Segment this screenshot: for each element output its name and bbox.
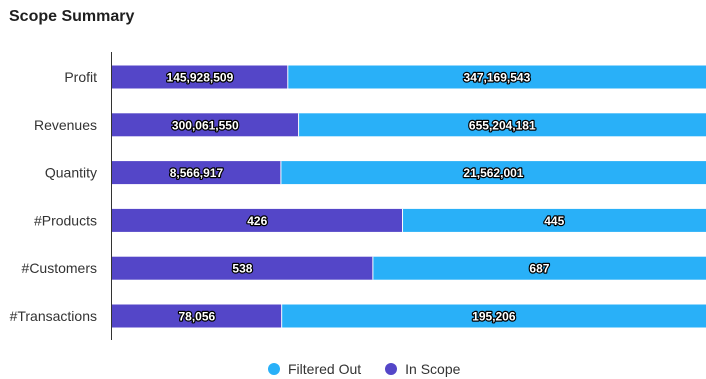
data-label: 426 bbox=[247, 214, 267, 228]
bar-filtered-out[interactable] bbox=[287, 65, 706, 89]
bar-in-scope[interactable] bbox=[112, 208, 403, 232]
legend-item-in-scope[interactable]: In Scope bbox=[385, 361, 460, 377]
bar-filtered-out[interactable] bbox=[281, 304, 706, 328]
category-label: Revenues bbox=[34, 117, 97, 133]
bar-in-scope[interactable] bbox=[112, 113, 299, 137]
chart-title: Scope Summary bbox=[9, 8, 135, 25]
bar-in-scope[interactable] bbox=[112, 304, 282, 328]
data-label: 655,204,181 bbox=[469, 118, 536, 132]
data-label: 687 bbox=[529, 262, 549, 276]
bar-filtered-out[interactable] bbox=[298, 113, 706, 137]
category-label: #Customers bbox=[22, 260, 97, 276]
data-label: 347,169,543 bbox=[464, 71, 531, 85]
category-label: #Products bbox=[34, 212, 97, 228]
bar-filtered-out[interactable] bbox=[372, 256, 706, 280]
data-label: 538 bbox=[232, 262, 252, 276]
category-label: Profit bbox=[64, 69, 97, 85]
bar-in-scope[interactable] bbox=[112, 256, 373, 280]
bar-filtered-out[interactable] bbox=[402, 208, 706, 232]
legend-item-filtered-out[interactable]: Filtered Out bbox=[268, 361, 361, 377]
data-label: 8,566,917 bbox=[170, 166, 224, 180]
bar-in-scope[interactable] bbox=[112, 161, 281, 185]
legend-marker-filtered-out bbox=[268, 363, 280, 375]
data-label: 78,056 bbox=[178, 310, 215, 324]
data-label: 300,061,550 bbox=[172, 118, 239, 132]
bar-in-scope[interactable] bbox=[112, 65, 288, 89]
legend-label-in-scope: In Scope bbox=[405, 361, 461, 377]
category-label: #Transactions bbox=[10, 308, 97, 324]
legend-marker-in-scope bbox=[385, 363, 398, 375]
bar-filtered-out[interactable] bbox=[280, 161, 706, 185]
data-label: 195,206 bbox=[472, 310, 516, 324]
chart-legend: Filtered Out In Scope bbox=[268, 360, 484, 378]
data-label: 145,928,509 bbox=[167, 71, 234, 85]
stacked-bar-chart: Profit 145,928,509 347,169,543 Revenues 300,… bbox=[10, 52, 706, 340]
category-label: Quantity bbox=[45, 165, 97, 181]
data-label: 21,562,001 bbox=[463, 166, 523, 180]
legend-label-filtered-out: Filtered Out bbox=[288, 361, 362, 377]
data-label: 445 bbox=[544, 214, 564, 228]
